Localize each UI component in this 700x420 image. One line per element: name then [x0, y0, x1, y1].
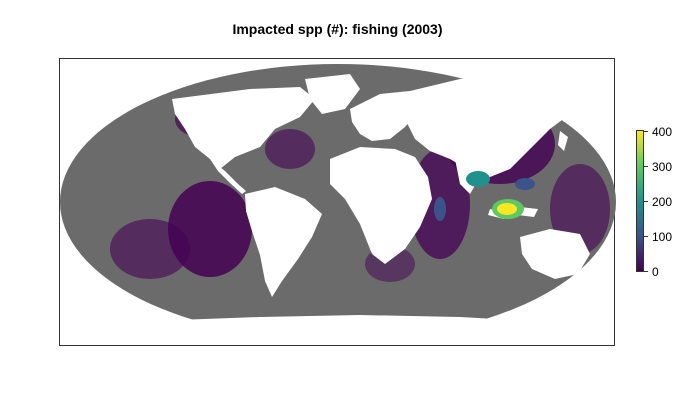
legend-tick-100: [644, 236, 648, 237]
impact-mid-areas: [434, 171, 535, 221]
legend-tick-300: [644, 166, 648, 167]
map-title: Impacted spp (#): fishing (2003): [232, 21, 443, 37]
world-map: [60, 64, 616, 342]
legend-label-100: 100: [652, 230, 673, 244]
color-legend: 0 100 200 300 400: [636, 126, 676, 280]
legend-tick-400: [644, 131, 648, 132]
impact-high-area: [492, 199, 524, 219]
legend-label-0: 0: [652, 265, 659, 279]
legend-color-bar: [636, 130, 644, 272]
legend-label-400: 400: [652, 125, 673, 139]
legend-label-200: 200: [652, 195, 673, 209]
map-panel: [59, 58, 616, 346]
land: [150, 74, 590, 342]
legend-tick-0: [644, 271, 648, 272]
legend-tick-200: [644, 201, 648, 202]
legend-label-300: 300: [652, 160, 673, 174]
